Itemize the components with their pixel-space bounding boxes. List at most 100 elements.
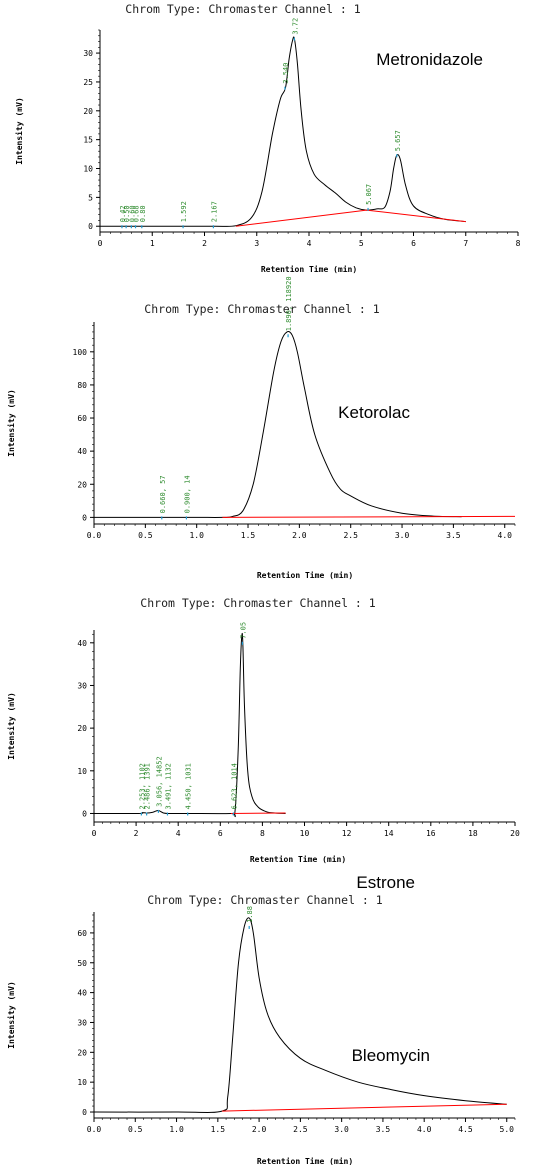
chromatogram-trace (94, 330, 462, 518)
y-tick-label: 10 (77, 767, 87, 776)
y-tick-label: 20 (77, 1048, 87, 1057)
peak-label: 1.88 (246, 906, 254, 923)
y-tick-label: 15 (83, 136, 93, 145)
x-tick-label: 14 (384, 829, 394, 838)
x-tick-label: 0 (92, 829, 97, 838)
peak-label: 0.900, 14 (183, 475, 191, 513)
y-tick-label: 0 (82, 809, 87, 818)
peak-label: 3.72 (291, 18, 299, 35)
y-tick-label: 60 (77, 414, 87, 423)
chart-title: Chrom Type: Chromaster Channel : 1 (125, 2, 360, 16)
baseline-line (222, 515, 516, 518)
peak-label: 0.80 (139, 205, 147, 222)
x-tick-label: 4.0 (498, 531, 513, 540)
baseline-line (230, 812, 286, 814)
peak-label: 2.486, 1391 (144, 763, 152, 809)
x-tick-label: 2.5 (343, 531, 358, 540)
chart-panel: Chrom Type: Chromaster Channel : 1 Estron… (6, 596, 520, 892)
y-tick-label: 80 (77, 381, 87, 390)
x-tick-label: 2.5 (293, 1125, 308, 1134)
x-tick-label: 2.0 (252, 1125, 267, 1134)
x-tick-label: 1.5 (241, 531, 256, 540)
peak-label: 0.660, 57 (159, 475, 167, 513)
peak-label: 0.42 (119, 205, 127, 222)
y-tick-label: 10 (83, 165, 93, 174)
compound-label: Metronidazole (376, 50, 483, 69)
y-axis-label: Intensity (mV) (6, 692, 16, 759)
x-tick-label: 1.0 (189, 531, 204, 540)
y-tick-label: 20 (83, 107, 93, 116)
y-tick-label: 10 (77, 1078, 87, 1087)
y-tick-label: 5 (88, 193, 93, 202)
y-tick-label: 40 (77, 639, 87, 648)
x-tick-label: 4 (176, 829, 181, 838)
peak-label: 0.50 (123, 205, 131, 222)
peak-label: 5.067 (365, 184, 373, 205)
x-tick-label: 1 (150, 239, 155, 248)
peak-label: 1.592 (180, 201, 188, 222)
peak-label: 2.167 (210, 201, 218, 222)
y-tick-label: 40 (77, 447, 87, 456)
x-axis-label: Retention Time (min) (257, 570, 353, 580)
x-tick-label: 20 (510, 829, 520, 838)
peak-label: 3.056, 14852 (155, 756, 163, 807)
compound-label: Bleomycin (352, 1046, 430, 1065)
x-tick-label: 18 (468, 829, 478, 838)
x-tick-label: 8 (260, 829, 265, 838)
chart-title: Chrom Type: Chromaster Channel : 1 (144, 302, 379, 316)
chart-title: Chrom Type: Chromaster Channel : 1 (140, 596, 375, 610)
x-tick-label: 5 (359, 239, 364, 248)
x-tick-label: 0.5 (138, 531, 153, 540)
x-tick-label: 3 (254, 239, 259, 248)
x-tick-label: 5.0 (500, 1125, 515, 1134)
chart-panel: Chrom Type: Chromaster Channel : 1 Metron… (14, 2, 521, 274)
y-tick-label: 50 (77, 959, 87, 968)
peak-label: 0.60 (128, 205, 136, 222)
x-tick-label: 6 (218, 829, 223, 838)
peak-label: 3.491, 1132 (164, 763, 172, 809)
x-tick-label: 3.0 (395, 531, 410, 540)
x-tick-label: 3.0 (334, 1125, 349, 1134)
x-axis-label: Retention Time (min) (250, 854, 346, 864)
baseline-line (235, 209, 466, 227)
x-tick-label: 2 (202, 239, 207, 248)
y-axis-label: Intensity (mV) (14, 97, 24, 164)
x-tick-label: 1.5 (211, 1125, 226, 1134)
x-tick-label: 0.5 (128, 1125, 143, 1134)
compound-label: Ketorolac (338, 403, 410, 422)
x-tick-label: 1.0 (169, 1125, 184, 1134)
y-tick-label: 100 (73, 348, 88, 357)
x-tick-label: 16 (426, 829, 436, 838)
x-tick-label: 12 (342, 829, 352, 838)
y-tick-label: 30 (83, 49, 93, 58)
x-tick-label: 3.5 (376, 1125, 391, 1134)
x-axis-label: Retention Time (min) (257, 1156, 353, 1165)
y-tick-label: 30 (77, 1018, 87, 1027)
y-axis-label: Intensity (mV) (6, 389, 16, 456)
chromatogram-trace (100, 36, 466, 227)
baseline-line (221, 1103, 507, 1112)
y-tick-label: 0 (82, 513, 87, 522)
chromatogram-trace (93, 917, 507, 1113)
peak-label: 0.68 (133, 205, 141, 222)
y-axis-label: Intensity (mV) (6, 981, 16, 1048)
y-tick-label: 0 (88, 222, 93, 231)
x-tick-label: 4 (307, 239, 312, 248)
y-tick-label: 20 (77, 480, 87, 489)
x-axis-label: Retention Time (min) (261, 264, 357, 274)
x-tick-label: 4.5 (458, 1125, 473, 1134)
x-tick-label: 3.5 (446, 531, 461, 540)
peak-label: 7.05 (239, 622, 247, 639)
y-tick-label: 40 (77, 989, 87, 998)
chart-title: Chrom Type: Chromaster Channel : 1 (147, 893, 382, 907)
x-tick-label: 2 (134, 829, 139, 838)
chart-panel: Chrom Type: Chromaster Channel : 1 Bleomy… (6, 893, 516, 1165)
chromatogram-trace (93, 632, 286, 818)
peak-label: 6.623, 1014 (230, 763, 238, 809)
compound-label: Estrone (356, 873, 415, 892)
y-tick-label: 30 (77, 681, 87, 690)
x-tick-label: 10 (300, 829, 310, 838)
y-tick-label: 20 (77, 724, 87, 733)
x-tick-label: 0 (98, 239, 103, 248)
